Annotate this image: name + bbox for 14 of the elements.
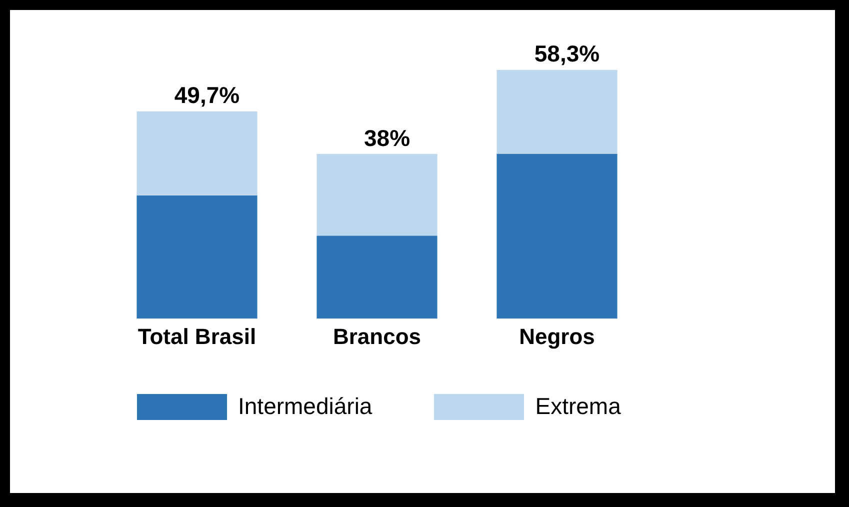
- x-tick-label: Negros: [519, 324, 595, 349]
- bar: [136, 195, 258, 319]
- annotation: 38%: [364, 124, 410, 151]
- bar: [316, 154, 438, 236]
- annotation: 49,7%: [174, 82, 240, 108]
- annotation: 58,3%: [534, 40, 600, 67]
- legend-label: Extrema: [534, 393, 621, 420]
- x-tick-label: Total Brasil: [138, 324, 256, 349]
- bar: [496, 154, 618, 319]
- bar: [496, 70, 618, 154]
- x-tick-label: Brancos: [332, 324, 422, 349]
- bar: [316, 236, 438, 319]
- bar: [136, 111, 258, 196]
- legend-label: Intermediária: [237, 393, 372, 420]
